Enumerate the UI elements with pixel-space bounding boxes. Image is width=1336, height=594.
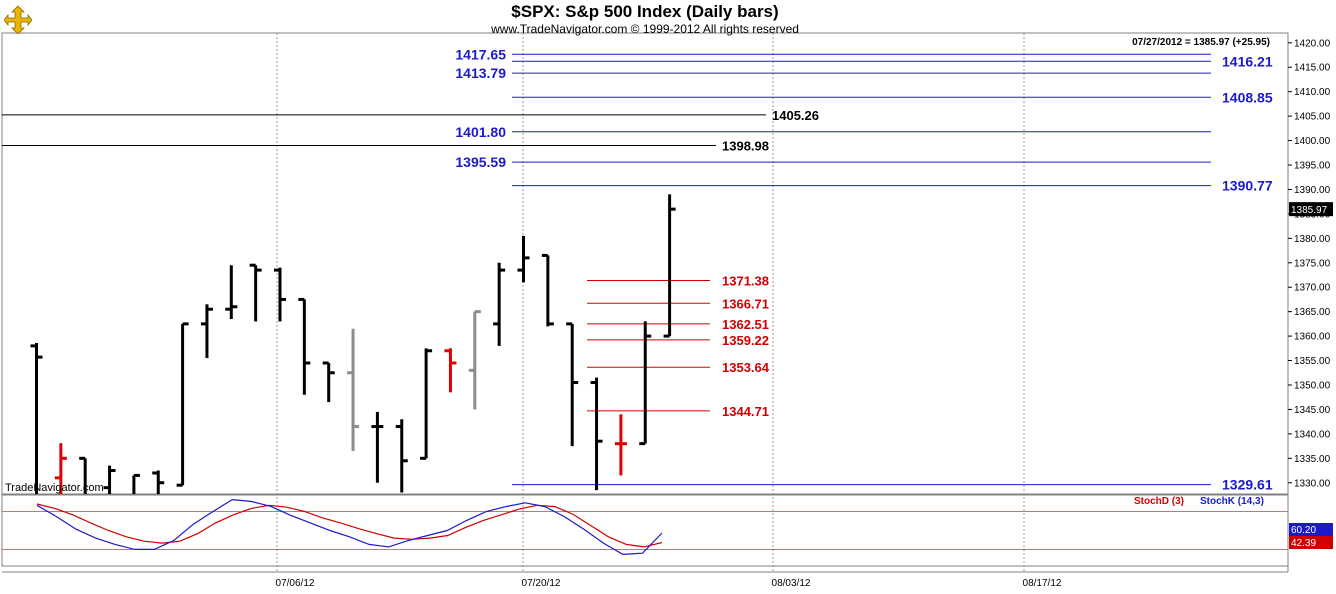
ohlc-bar xyxy=(395,419,408,493)
ohlc-bar xyxy=(30,342,43,494)
ohlc-bar xyxy=(322,361,335,403)
price-level-label: 1344.71 xyxy=(722,404,769,419)
axes: 07/06/12 07/20/12 08/03/12 08/17/12 1330.00 1… xyxy=(276,33,1333,589)
price-level-label: 1405.26 xyxy=(772,108,819,123)
stochk-line xyxy=(36,498,663,556)
stochk-value-box xyxy=(1289,523,1333,536)
stochk-legend: StochK (14,3) xyxy=(1200,496,1264,507)
price-level-label: 1366.71 xyxy=(722,296,769,311)
stochd-value-label: 42.39 xyxy=(1291,538,1316,549)
price-level-label: 1416.21 xyxy=(1222,53,1273,69)
price-level-label: 1362.51 xyxy=(722,317,769,332)
stochastic-panel xyxy=(2,498,1288,556)
last-price-label: 1385.97 xyxy=(1291,205,1328,216)
ohlc-bar xyxy=(132,473,140,494)
y-tick-label: 1355.00 xyxy=(1294,356,1331,367)
ohlc-bar xyxy=(54,443,67,494)
stochd-legend: StochD (3) xyxy=(1134,496,1184,507)
ohlc-bar xyxy=(225,265,238,319)
price-levels: 1417.65 1416.21 1413.79 1408.85 1405.26 1401.… xyxy=(2,46,1273,493)
ohlc-bar xyxy=(152,470,165,494)
ohlc-bar xyxy=(444,348,457,393)
price-level-label: 1359.22 xyxy=(722,333,769,348)
grid xyxy=(1,32,1289,573)
stochd-value-box xyxy=(1289,536,1333,549)
price-level-label: 1395.59 xyxy=(455,154,506,170)
ohlc-bar xyxy=(639,321,652,446)
ohlc-bar xyxy=(200,304,213,359)
watermark-text: TradeNavigator.com xyxy=(5,482,104,494)
y-tick-label: 1410.00 xyxy=(1294,87,1331,98)
price-level-label: 1329.61 xyxy=(1222,477,1273,493)
y-tick-label: 1395.00 xyxy=(1294,160,1331,171)
ohlc-bar xyxy=(541,253,554,327)
ohlc-bar xyxy=(103,465,116,494)
price-level-label: 1408.85 xyxy=(1222,89,1273,105)
ohlc-bar xyxy=(249,263,262,322)
y-tick-label: 1400.00 xyxy=(1294,136,1331,147)
x-tick-label: 07/20/12 xyxy=(522,578,561,589)
y-tick-label: 1375.00 xyxy=(1294,258,1331,269)
y-tick-label: 1340.00 xyxy=(1294,429,1331,440)
price-level-label: 1413.79 xyxy=(455,65,506,81)
ohlc-bar xyxy=(590,377,603,491)
stochk-value-label: 60.20 xyxy=(1291,525,1316,536)
y-tick-label: 1360.00 xyxy=(1294,332,1331,343)
ohlc-bar xyxy=(468,310,481,410)
ohlc-bar xyxy=(517,235,530,283)
y-tick-label: 1370.00 xyxy=(1294,283,1331,294)
x-tick-label: 08/17/12 xyxy=(1023,578,1062,589)
chart-title: $SPX: S&p 500 Index (Daily bars) xyxy=(511,2,779,21)
price-level-label: 1371.38 xyxy=(722,273,769,288)
ohlc-bar xyxy=(274,267,286,322)
y-tick-label: 1405.00 xyxy=(1294,112,1331,123)
ohlc-bars xyxy=(30,194,676,494)
last-price-box xyxy=(1289,202,1333,217)
y-tick-label: 1350.00 xyxy=(1294,380,1331,391)
ohlc-bar xyxy=(614,414,627,476)
ohlc-bar xyxy=(298,297,311,395)
price-level-label: 1417.65 xyxy=(455,46,506,62)
ohlc-bar xyxy=(566,322,579,447)
stochd-line xyxy=(36,503,663,548)
y-tick-label: 1390.00 xyxy=(1294,185,1331,196)
y-tick-label: 1335.00 xyxy=(1294,454,1331,465)
ohlc-bar xyxy=(176,322,189,487)
ohlc-bar xyxy=(493,262,506,346)
price-level-label: 1398.98 xyxy=(722,139,769,154)
y-tick-label: 1420.00 xyxy=(1294,38,1331,49)
copyright-text: www.TradeNavigator.com © 1999-2012 All r… xyxy=(491,22,799,36)
y-tick-label: 1415.00 xyxy=(1294,63,1331,74)
x-tick-label: 07/06/12 xyxy=(276,578,315,589)
ohlc-bar xyxy=(420,348,433,460)
y-tick-label: 1330.00 xyxy=(1294,478,1331,489)
ohlc-bar xyxy=(79,456,87,494)
price-level-label: 1401.80 xyxy=(455,124,506,140)
y-tick-label: 1365.00 xyxy=(1294,307,1331,318)
price-level-label: 1353.64 xyxy=(722,360,770,375)
ohlc-bar xyxy=(347,328,360,451)
tradenavigator-logo-icon xyxy=(3,4,33,39)
ohlc-bar xyxy=(371,411,384,483)
y-tick-label: 1345.00 xyxy=(1294,405,1331,416)
x-tick-label: 08/03/12 xyxy=(772,578,811,589)
ohlc-bar xyxy=(663,194,676,338)
y-tick-label: 1380.00 xyxy=(1294,234,1331,245)
price-level-label: 1390.77 xyxy=(1222,178,1273,194)
last-quote: 07/27/2012 = 1385.97 (+25.95) xyxy=(1132,37,1270,48)
